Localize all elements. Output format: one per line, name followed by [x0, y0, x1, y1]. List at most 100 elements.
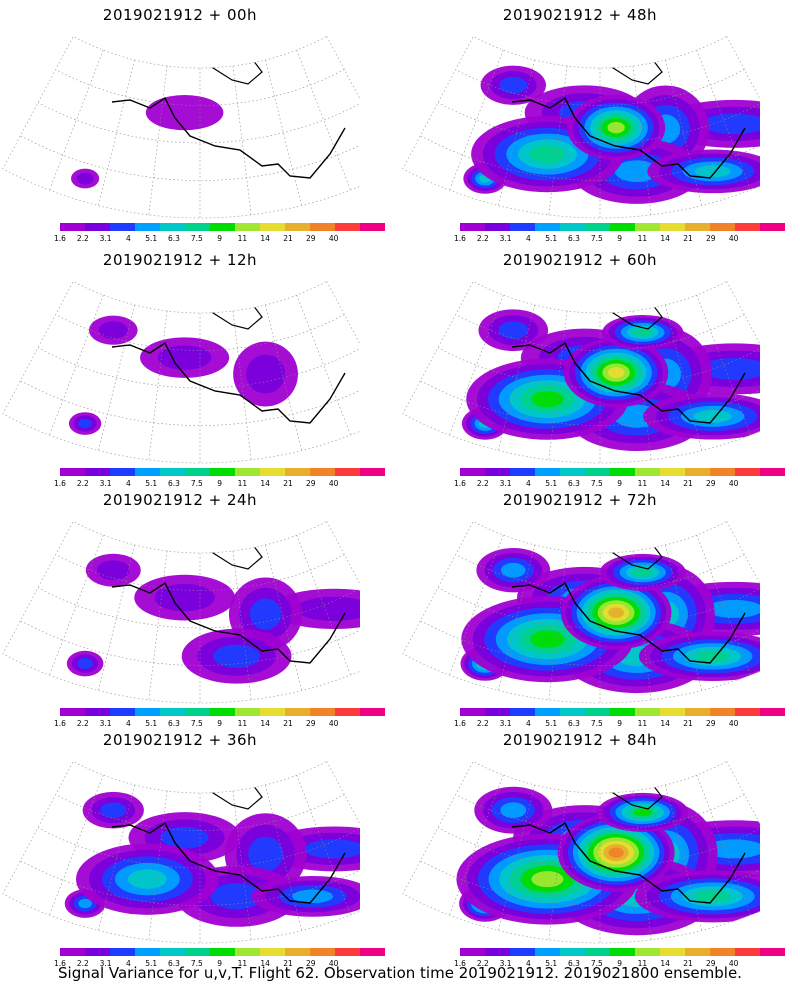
colorbar-swatch — [235, 948, 260, 956]
colorbar-tick-label: 21 — [283, 234, 293, 243]
colorbar-swatch — [60, 223, 85, 231]
colorbar-tick-label: 4 — [126, 719, 131, 728]
colorbar-swatch — [260, 468, 285, 476]
longitude-gridline — [548, 790, 568, 940]
variance-contour — [608, 847, 624, 858]
colorbar — [60, 708, 385, 716]
colorbar-tick-label: 14 — [660, 234, 670, 243]
panel-48h: 2019021912 + 48h 1.6 2.2 3.1 4 5.1 6.3 7.5 9 11 1… — [400, 0, 785, 243]
panel-title: 2019021912 + 72h — [502, 491, 658, 509]
longitude-gridline — [98, 59, 135, 206]
colorbar-tick-label: 3.1 — [99, 719, 112, 728]
longitude-gridline — [696, 49, 751, 191]
longitude-gridline — [98, 784, 135, 931]
coastline — [111, 581, 346, 664]
panel-84h: 2019021912 + 84h 1.6 2.2 3.1 4 5.1 6.3 7.5 9 11 1… — [400, 725, 785, 968]
colorbar-swatch — [110, 468, 135, 476]
longitude-gridline — [449, 774, 504, 916]
longitude-gridline — [98, 304, 135, 451]
variance-contour — [303, 839, 360, 859]
colorbar-tick-label: 9 — [617, 959, 622, 968]
latitude-gridline — [55, 69, 345, 106]
map-border — [2, 35, 360, 219]
colorbar-tick-label: 3.1 — [499, 234, 512, 243]
colorbar-swatch — [510, 708, 535, 716]
variance-contour — [292, 889, 334, 904]
colorbar-swatch — [635, 708, 660, 716]
colorbar-swatch — [460, 468, 485, 476]
colorbar-tick-label: 40 — [728, 479, 739, 488]
latitude-gridline — [55, 554, 345, 591]
colorbar-tick-label: 11 — [637, 234, 648, 243]
colorbar-tick-label: 6.3 — [568, 234, 580, 243]
latitude-gridline — [437, 102, 760, 144]
colorbar-tick-label: 9 — [617, 234, 622, 243]
variance-contour — [529, 145, 566, 163]
colorbar-ticks: 1.6 2.2 3.1 4 5.1 6.3 7.5 9 11 14 21 29 40 — [454, 234, 760, 244]
colorbar-swatch — [710, 948, 735, 956]
colorbar-tick-label: 5.1 — [145, 479, 158, 488]
colorbar-swatch — [260, 223, 285, 231]
colorbar-tick-label: 14 — [260, 719, 270, 728]
colorbar-swatch — [660, 708, 685, 716]
map-projection — [2, 280, 360, 464]
colorbar-swatch — [660, 223, 685, 231]
longitude-gridline — [548, 310, 568, 460]
colorbar-tick-label: 4 — [526, 479, 531, 488]
colorbar-swatch — [135, 468, 160, 476]
colorbar-tick-label: 5.1 — [545, 479, 558, 488]
longitude-gridline — [696, 294, 751, 436]
panel-title: 2019021912 + 24h — [102, 491, 258, 509]
map-border — [402, 280, 760, 464]
longitude-gridline — [296, 49, 351, 191]
colorbar — [60, 223, 385, 231]
variance-contour — [694, 165, 731, 178]
colorbar-swatch — [110, 223, 135, 231]
colorbar-tick-label: 21 — [683, 479, 693, 488]
latitude-gridline — [55, 314, 345, 351]
latitude-gridline — [455, 69, 745, 106]
variance-contour — [531, 391, 564, 408]
colorbar-tick-label: 21 — [683, 719, 693, 728]
longitude-gridline — [296, 294, 351, 436]
panel-60h: 2019021912 + 60h 1.6 2.2 3.1 4 5.1 6.3 7.5 9 11 1… — [400, 245, 785, 488]
longitude-gridline — [265, 784, 302, 931]
colorbar-tick-label: 3.1 — [499, 959, 512, 968]
colorbar-swatch — [535, 468, 560, 476]
colorbar-swatch — [510, 948, 535, 956]
colorbar-tick-label: 5.1 — [145, 234, 158, 243]
colorbar-swatch — [360, 468, 385, 476]
variance-contour — [499, 76, 528, 94]
colorbar-tick-label: 29 — [706, 719, 716, 728]
colorbar-swatch — [85, 948, 110, 956]
colorbar-tick-label: 29 — [306, 234, 316, 243]
longitude-gridline — [498, 59, 535, 206]
colorbar-tick-label: 9 — [217, 479, 222, 488]
variance-contour — [500, 802, 527, 818]
colorbar-tick-label: 40 — [328, 959, 339, 968]
panel-36h: 2019021912 + 36h 1.6 2.2 3.1 4 5.1 6.3 7.5 9 11 1… — [0, 725, 385, 968]
colorbar-swatch — [85, 223, 110, 231]
colorbar-swatch — [310, 468, 335, 476]
colorbar-tick-label: 2.2 — [76, 959, 89, 968]
colorbar-swatch — [760, 468, 785, 476]
longitude-gridline — [498, 784, 535, 931]
longitude-gridline — [232, 310, 252, 460]
colorbar-tick-label: 3.1 — [99, 479, 112, 488]
map-border — [2, 520, 360, 704]
colorbar-swatch — [235, 708, 260, 716]
panel-title: 2019021912 + 36h — [102, 731, 258, 749]
longitude-gridline — [232, 790, 252, 940]
colorbar-swatch — [485, 708, 510, 716]
colorbar-swatch — [485, 948, 510, 956]
panel-24h: 2019021912 + 24h 1.6 2.2 3.1 4 5.1 6.3 7.5 9 11 1… — [0, 485, 385, 728]
latitude-gridline — [37, 827, 360, 869]
longitude-gridline — [49, 294, 104, 436]
colorbar-swatch — [210, 223, 235, 231]
colorbar-swatch — [560, 223, 585, 231]
colorbar-swatch — [710, 223, 735, 231]
colorbar-tick-label: 3.1 — [99, 959, 112, 968]
coastline — [111, 821, 346, 904]
colorbar-swatch — [110, 708, 135, 716]
colorbar-swatch — [510, 468, 535, 476]
